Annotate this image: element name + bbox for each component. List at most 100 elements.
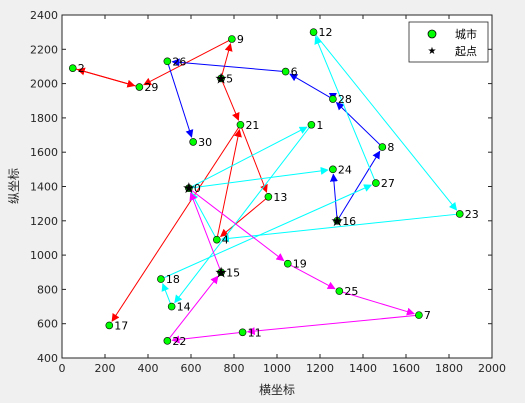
- route-arrow: [188, 126, 308, 189]
- route-arrow: [188, 187, 285, 262]
- x-tick-label: 1000: [263, 362, 291, 375]
- city-marker: [163, 57, 172, 66]
- route-arrow: [174, 124, 312, 304]
- route-arrow: [329, 173, 338, 221]
- city-label: 5: [226, 72, 233, 85]
- x-tick-label: 2000: [478, 362, 506, 375]
- city-label: 1: [316, 119, 323, 132]
- city-label: 6: [291, 66, 298, 79]
- y-tick-label: 2400: [30, 9, 58, 22]
- x-tick-label: 800: [224, 362, 245, 375]
- legend-start-marker: ★: [428, 46, 437, 57]
- x-axis-label: 横坐标: [259, 383, 295, 397]
- city-label: 2: [78, 62, 85, 75]
- y-tick-label: 1000: [30, 249, 58, 262]
- route-arrow: [289, 73, 334, 100]
- city-marker: [281, 67, 290, 76]
- y-axis-ticks: 4006008001000120014001600180020002200240…: [30, 9, 492, 365]
- city-label: 27: [381, 177, 395, 190]
- city-label: 21: [245, 119, 259, 132]
- city-label: 9: [237, 33, 244, 46]
- city-label: 24: [338, 163, 352, 176]
- city-label: 7: [424, 309, 431, 322]
- y-tick-label: 600: [37, 318, 58, 331]
- route-arrow: [335, 101, 383, 148]
- x-tick-label: 1400: [349, 362, 377, 375]
- city-marker: [329, 95, 337, 103]
- city-marker: [415, 311, 423, 319]
- city-marker: [217, 74, 225, 83]
- legend: 城市 ★ 起点: [408, 21, 489, 63]
- city-marker: [372, 179, 380, 187]
- city-label: 4: [222, 234, 229, 247]
- city-label: 16: [342, 215, 356, 228]
- city-labels: 1245678901112131415161718192122232425262…: [78, 26, 479, 348]
- y-tick-label: 2200: [30, 43, 58, 56]
- city-marker: [307, 120, 316, 129]
- city-marker: [309, 28, 318, 36]
- x-tick-label: 600: [181, 362, 202, 375]
- y-axis-label: 纵坐标: [7, 168, 21, 204]
- y-tick-label: 1600: [30, 146, 58, 159]
- route-arrow: [216, 128, 242, 240]
- city-marker: [333, 217, 342, 225]
- city-marker: [68, 64, 77, 72]
- route-arrow: [161, 283, 173, 307]
- city-marker: [329, 165, 337, 174]
- city-marker: [185, 184, 193, 193]
- route-arrow: [287, 263, 336, 290]
- city-label: 15: [226, 266, 240, 279]
- city-marker: [163, 337, 172, 345]
- start-point-marker: ★: [214, 69, 227, 87]
- x-axis-ticks: 0 200 400 600 800 1000 1200 1400 1600 1800 2000: [59, 15, 506, 375]
- route-arrow: [220, 78, 240, 121]
- city-marker: [238, 328, 247, 337]
- route-arrow: [72, 67, 136, 88]
- route-arrow: [220, 43, 233, 79]
- city-marker: [105, 321, 114, 330]
- start-point-marker: ★: [330, 212, 343, 230]
- city-label: 18: [166, 273, 180, 286]
- city-label: 8: [387, 141, 394, 154]
- legend-box: [408, 21, 489, 63]
- plot-area: [61, 14, 493, 359]
- route-arrow: [339, 290, 415, 316]
- route-arrow: [171, 331, 243, 344]
- y-tick-label: 1800: [30, 112, 58, 125]
- route-arrow: [166, 275, 219, 342]
- city-marker: [189, 138, 197, 146]
- city-marker: [228, 35, 236, 43]
- start-point-marker: ★: [214, 263, 227, 281]
- start-point-marker: ★: [182, 179, 195, 197]
- route-arrow: [171, 58, 286, 73]
- city-label: 19: [293, 258, 307, 271]
- city-label: 12: [319, 26, 333, 39]
- city-marker: [335, 287, 344, 295]
- route-arrow: [143, 38, 233, 86]
- city-label: 22: [172, 335, 186, 348]
- route-arrow: [166, 61, 194, 138]
- route-arrow: [246, 314, 419, 336]
- start-points: ★ ★ ★ ★: [182, 69, 344, 281]
- route-arrow: [313, 31, 458, 211]
- legend-start-label: 起点: [455, 45, 477, 58]
- city-marker: [378, 143, 387, 151]
- route-arrow: [160, 184, 373, 280]
- city-marker: [283, 259, 292, 268]
- y-tick-label: 800: [37, 283, 58, 296]
- city-marker: [217, 268, 225, 277]
- route-arrow: [111, 124, 241, 322]
- x-tick-label: 1200: [306, 362, 334, 375]
- city-label: 0: [194, 182, 201, 195]
- y-tick-label: 1200: [30, 215, 58, 228]
- x-tick-label: 1800: [435, 362, 463, 375]
- city-marker: [455, 210, 464, 218]
- route-arrow: [220, 213, 460, 243]
- city-marker: [157, 275, 165, 283]
- y-tick-label: 2000: [30, 78, 58, 91]
- city-label: 13: [273, 191, 287, 204]
- y-tick-label: 1400: [30, 181, 58, 194]
- legend-city-label: 城市: [455, 27, 477, 41]
- legend-city-marker: [427, 29, 437, 39]
